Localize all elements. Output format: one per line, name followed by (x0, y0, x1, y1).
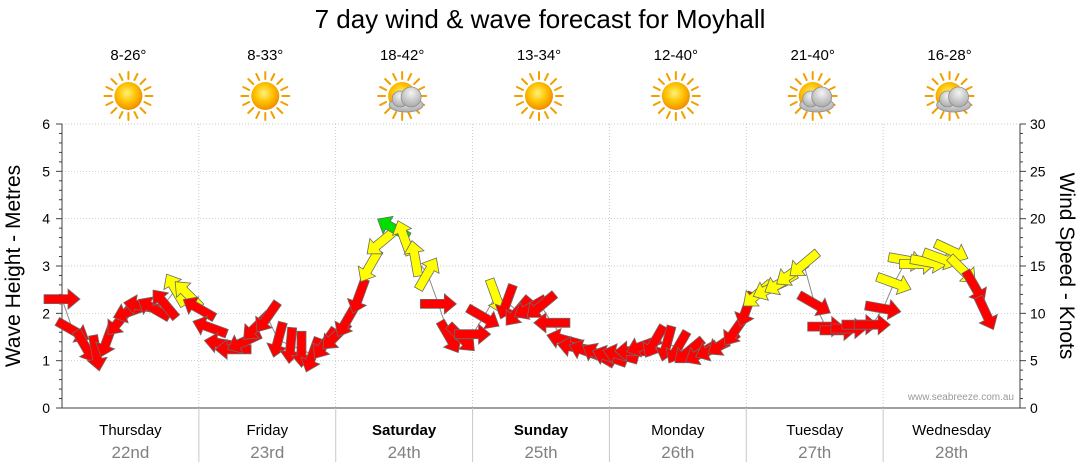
wind-arrow (255, 299, 282, 333)
y-right-tick-label: 20 (1030, 211, 1046, 227)
wind-arrow (961, 268, 987, 303)
y-left-tick-label: 6 (42, 116, 50, 132)
day-date-label: 22nd (112, 443, 150, 462)
y-axis-left-ticks: 0 1 2 3 4 5 6 (42, 116, 62, 416)
day-name-label: Friday (246, 422, 288, 439)
sun-cloud-icon (377, 71, 428, 121)
grid-lines (62, 123, 1020, 408)
day-date-label: 25th (524, 443, 557, 462)
y-left-tick-label: 0 (42, 400, 50, 416)
day-name-label: Thursday (99, 422, 162, 439)
sun-shape (514, 71, 564, 121)
y-right-tick-label: 30 (1030, 116, 1046, 132)
sun-icon (103, 71, 154, 121)
y-left-tick-label: 5 (42, 163, 50, 179)
y-right-tick-label: 10 (1030, 305, 1046, 321)
y-left-tick-label: 4 (42, 211, 50, 227)
temperature-range: 16-28° (927, 47, 971, 64)
wind-arrow (864, 298, 902, 321)
y-right-tick-label: 5 (1030, 353, 1038, 369)
wind-arrow (152, 289, 181, 322)
wind-arrow (454, 323, 492, 346)
sun-icon (240, 71, 291, 121)
wind-arrow (465, 303, 500, 330)
y-axis-right-title: Wind Speed - Knots (1055, 173, 1078, 360)
y-axis-left-title: Wave Height - Metres (2, 165, 25, 367)
wind-arrow (875, 272, 912, 296)
wind-arrow (973, 294, 999, 331)
wind-arrow (853, 313, 891, 336)
wind-arrow (789, 248, 822, 277)
y-right-tick-label: 15 (1030, 258, 1046, 274)
wind-arrow (413, 257, 440, 292)
temperature-range: 13-34° (517, 47, 561, 64)
wind-arrow (192, 315, 229, 339)
temperature-range: 18-42° (380, 47, 424, 64)
sun-cloud-icon (924, 71, 975, 121)
sun-shape (650, 71, 701, 121)
chart-title: 7 day wind & wave forecast for Moyhall (315, 4, 766, 34)
y-left-tick-label: 1 (42, 353, 50, 369)
wind-arrow (43, 288, 81, 310)
temperature-range: 12-40° (654, 47, 698, 64)
day-date-label: 26th (661, 443, 694, 462)
sun-icon (514, 71, 564, 121)
day-date-label: 28th (935, 443, 968, 462)
sun-cloud-icon (787, 71, 838, 121)
y-right-tick-label: 25 (1030, 163, 1046, 179)
y-left-tick-label: 3 (42, 258, 50, 274)
wind-arrow (182, 296, 218, 323)
temperature-range: 8-33° (247, 47, 283, 64)
wind-arrow (403, 240, 425, 278)
wind-arrows (43, 215, 999, 373)
y-right-tick-label: 0 (1030, 400, 1038, 416)
temperature-range: 21-40° (791, 47, 835, 64)
sun-shape (240, 71, 291, 121)
day-axis-labels: Thursday 22nd Friday 23rd Saturday 24th Sunday… (99, 408, 992, 462)
day-name-label: Sunday (514, 422, 569, 439)
day-name-label: Monday (651, 422, 705, 439)
wind-arrow (419, 293, 458, 315)
y-left-tick-label: 2 (42, 305, 50, 321)
temperature-range: 8-26° (110, 47, 146, 64)
day-name-label: Wednesday (912, 422, 991, 439)
sun-shape (103, 71, 154, 121)
day-name-label: Saturday (372, 422, 437, 439)
day-date-label: 24th (388, 443, 421, 462)
day-date-label: 27th (798, 443, 831, 462)
wind-arrow (533, 311, 571, 334)
y-axis-right-ticks: 0 5 10 15 20 25 30 (1020, 116, 1046, 416)
wind-arrow (266, 320, 288, 358)
credit-text: www.seabreeze.com.au (907, 392, 1014, 403)
daily-weather-row: 8-26° 8-33° 18-42° 13-34° 12-40° 21-40° 16-28° (103, 47, 975, 121)
day-name-label: Tuesday (786, 422, 843, 439)
sun-icon (650, 71, 701, 121)
wind-arrow (86, 334, 108, 372)
wind-arrow (796, 290, 831, 317)
day-date-label: 23rd (250, 443, 284, 462)
